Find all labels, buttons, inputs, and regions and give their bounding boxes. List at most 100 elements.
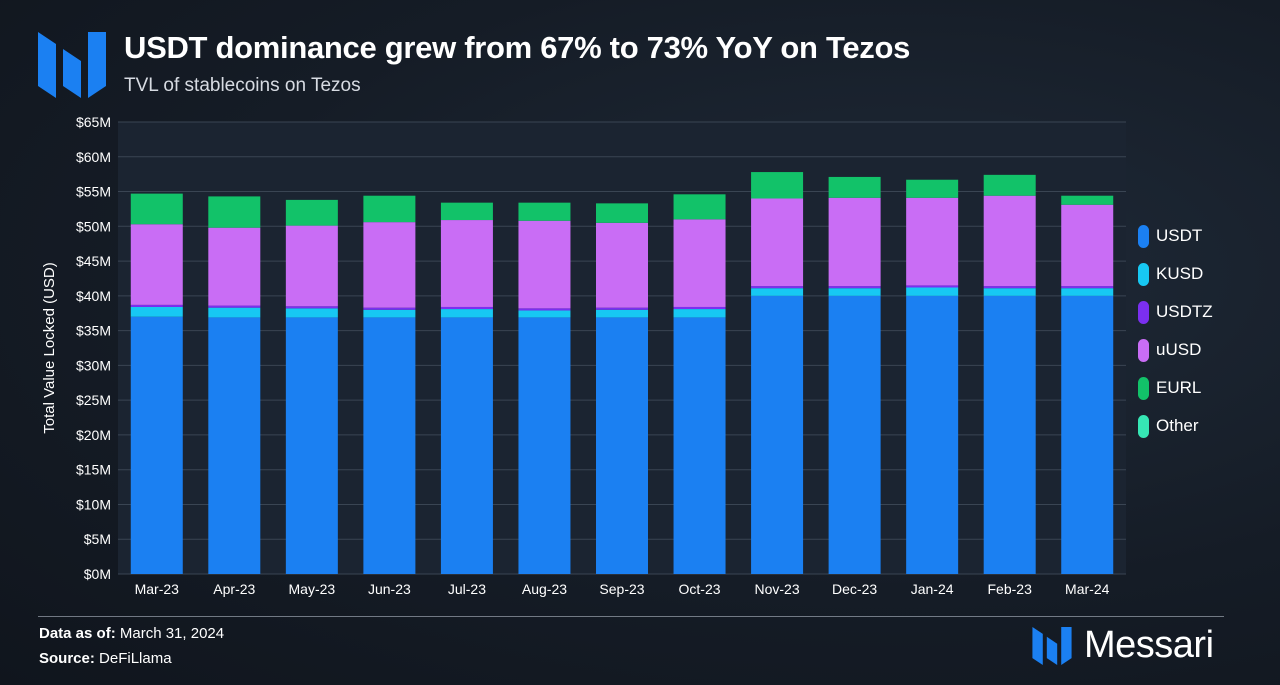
bar-segment-uusd	[440, 220, 493, 307]
legend-swatch	[1138, 414, 1149, 438]
bar-segment-uusd	[285, 225, 338, 307]
bar-segment-usdt	[828, 295, 881, 574]
bar-segment-usdtz	[983, 286, 1036, 289]
bar-segment-usdt	[440, 317, 493, 574]
legend-item-other: Other	[1138, 407, 1213, 445]
legend-item-eurl: EURL	[1138, 369, 1213, 407]
legend-label: USDTZ	[1156, 302, 1213, 321]
bar-segment-eurl	[208, 196, 261, 228]
legend-item-uusd: uUSD	[1138, 331, 1213, 369]
bar-segment-usdt	[208, 317, 261, 574]
x-tick-label: Apr-23	[213, 581, 255, 597]
y-tick-label: $5M	[84, 531, 111, 547]
bar-segment-kusd	[983, 288, 1036, 296]
bar-segment-kusd	[1061, 288, 1114, 296]
legend-label: Other	[1156, 416, 1199, 435]
bar-segment-usdt	[285, 317, 338, 574]
legend-label: USDT	[1156, 226, 1203, 245]
bar-segment-uusd	[518, 220, 571, 309]
y-tick-label: $55M	[76, 184, 111, 200]
bar-segment-uusd	[1061, 204, 1114, 287]
x-tick-label: Sep-23	[599, 581, 644, 597]
source-label: Source:	[39, 650, 95, 667]
bar-segment-kusd	[130, 306, 183, 317]
y-tick-label: $65M	[76, 114, 111, 130]
x-tick-label: May-23	[289, 581, 336, 597]
data-as-of: Data as of: March 31, 2024	[39, 625, 224, 642]
bar-segment-usdt	[596, 317, 648, 574]
bar-segment-usdt	[673, 317, 726, 574]
legend-swatch	[1138, 376, 1149, 400]
messari-brand: Messari	[1032, 624, 1214, 667]
bar-segment-usdtz	[1061, 286, 1114, 289]
bar-segment-uusd	[828, 197, 881, 287]
bar-segment-usdtz	[363, 307, 416, 310]
x-tick-label: Mar-24	[1065, 581, 1110, 597]
bar-segment-usdt	[363, 317, 416, 574]
bar-segment-kusd	[673, 309, 726, 318]
bar-segment-uusd	[596, 222, 648, 308]
bar-segment-usdt	[983, 295, 1036, 574]
legend-swatch	[1138, 224, 1149, 248]
legend-item-usdt: USDT	[1138, 217, 1213, 255]
bar-segment-usdtz	[285, 306, 338, 309]
x-tick-label: Nov-23	[755, 581, 800, 597]
bar-segment-usdt	[1061, 295, 1114, 574]
bar-segment-eurl	[828, 176, 881, 198]
y-tick-label: $25M	[76, 392, 111, 408]
data-as-of-label: Data as of:	[39, 625, 116, 642]
axes: $0M $5M $10M $15M $20M $25M $30M $35M $40M $45M $5…	[76, 114, 1110, 597]
bar-segment-usdt	[518, 317, 571, 574]
bar-segment-usdtz	[208, 305, 261, 308]
bar-segment-uusd	[673, 219, 726, 307]
x-tick-label: Jun-23	[368, 581, 411, 597]
bar-segment-uusd	[363, 222, 416, 308]
bar-segment-uusd	[906, 197, 959, 286]
bar-segment-eurl	[285, 199, 338, 226]
bar-segment-eurl	[751, 172, 804, 199]
legend: USDT KUSD USDTZ uUSD EURL Other	[1138, 217, 1213, 445]
bar-segment-eurl	[130, 193, 183, 225]
bar-segment-uusd	[130, 224, 183, 305]
source-value: DeFiLlama	[99, 650, 172, 667]
messari-logo-icon	[38, 32, 106, 98]
x-tick-label: Feb-23	[988, 581, 1033, 597]
bar-segment-usdtz	[751, 286, 804, 289]
bar-segment-kusd	[751, 288, 804, 296]
x-tick-label: Aug-23	[522, 581, 567, 597]
brand-name: Messari	[1084, 624, 1214, 666]
bar-segment-uusd	[983, 195, 1036, 287]
bar-segment-usdtz	[518, 308, 571, 311]
bar-segment-kusd	[518, 310, 571, 318]
y-axis-label: Total Value Locked (USD)	[41, 262, 58, 433]
x-tick-label: Oct-23	[679, 581, 721, 597]
bar-segment-usdt	[751, 295, 804, 574]
bar-segment-usdtz	[828, 286, 881, 289]
bar-segment-usdtz	[130, 304, 183, 307]
y-tick-label: $30M	[76, 357, 111, 373]
legend-label: KUSD	[1156, 264, 1204, 283]
y-tick-label: $15M	[76, 462, 111, 478]
legend-swatch	[1138, 300, 1149, 324]
y-tick-label: $45M	[76, 253, 111, 269]
x-tick-label: Mar-23	[135, 581, 180, 597]
y-tick-label: $50M	[76, 218, 111, 234]
bar-segment-eurl	[363, 195, 416, 223]
chart-title: USDT dominance grew from 67% to 73% YoY …	[124, 30, 911, 65]
bar-segment-eurl	[983, 174, 1036, 196]
y-tick-label: $20M	[76, 427, 111, 443]
bar-segment-eurl	[440, 202, 493, 221]
source: Source: DeFiLlama	[39, 650, 172, 667]
bar-segment-kusd	[285, 308, 338, 318]
x-tick-label: Jul-23	[448, 581, 486, 597]
bar-segment-usdt	[906, 295, 959, 574]
legend-swatch	[1138, 262, 1149, 286]
legend-item-kusd: KUSD	[1138, 255, 1213, 293]
legend-swatch	[1138, 338, 1149, 362]
bar-segment-kusd	[208, 307, 261, 318]
y-tick-label: $10M	[76, 496, 111, 512]
x-tick-label: Dec-23	[832, 581, 877, 597]
bar-segment-eurl	[906, 179, 959, 198]
bar-segment-kusd	[828, 288, 881, 296]
